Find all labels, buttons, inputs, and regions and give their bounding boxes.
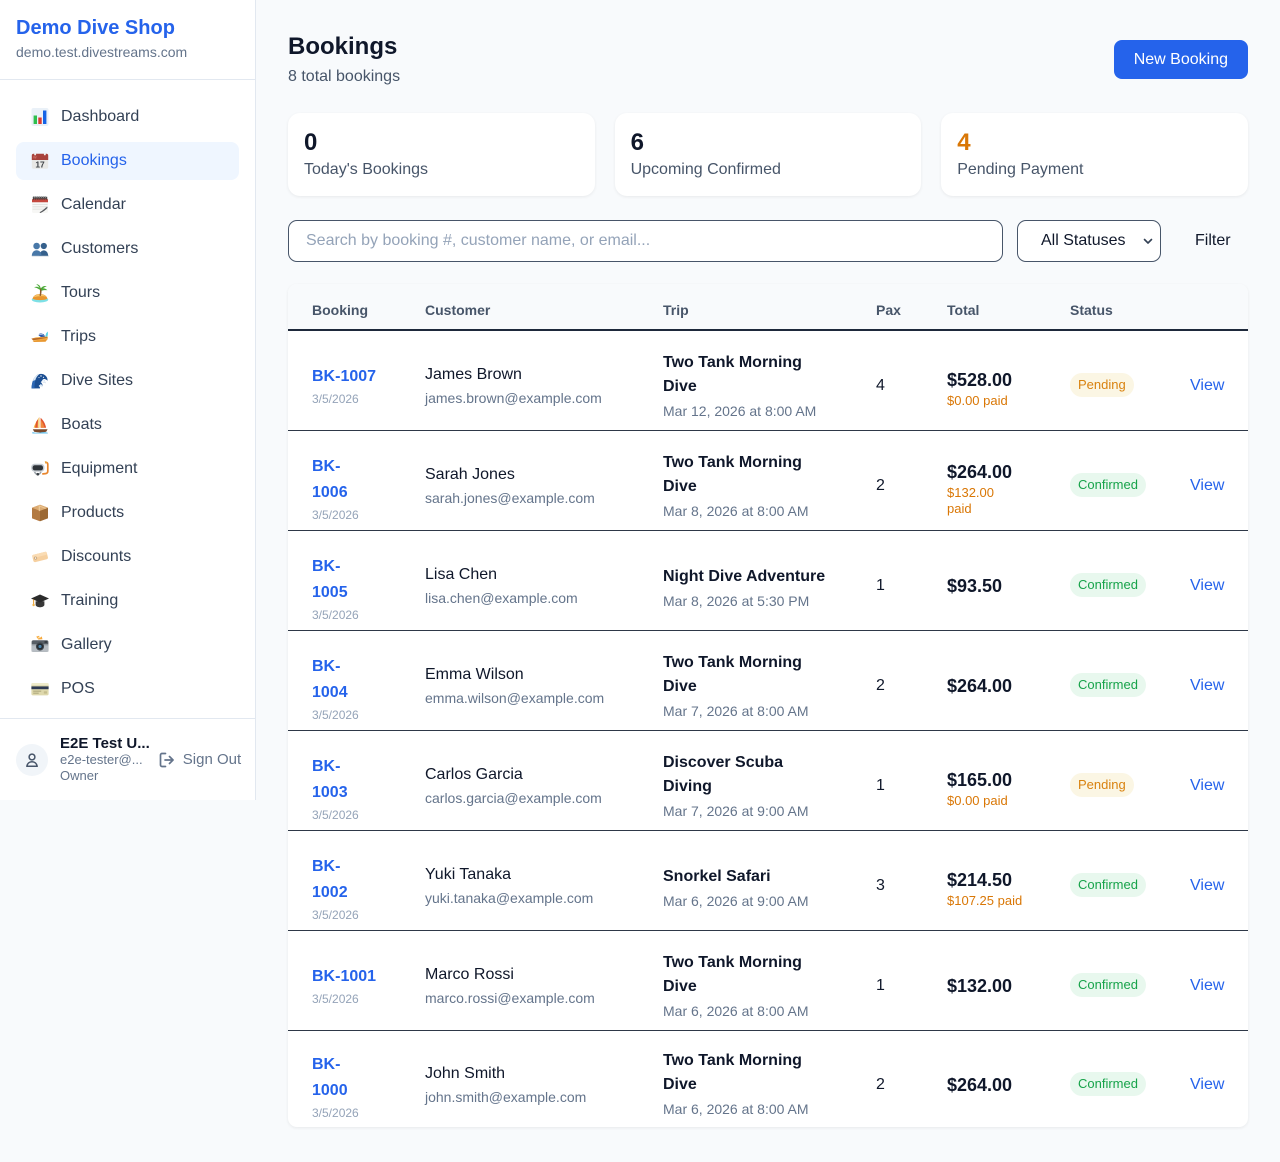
svg-text:17: 17 [35,159,45,169]
